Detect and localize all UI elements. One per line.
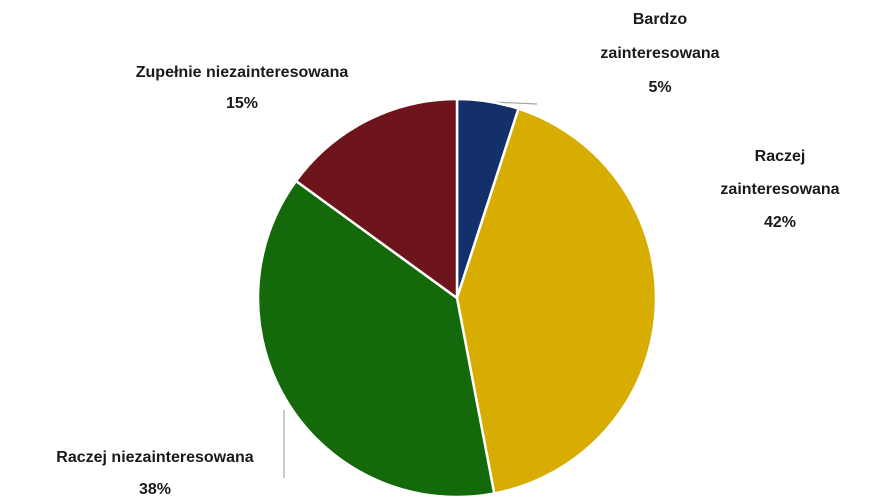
category-label: Zupełnie niezainteresowana [136, 64, 349, 81]
value-label: 15% [226, 95, 258, 112]
value-label: 38% [139, 481, 171, 498]
value-label: 5% [648, 79, 671, 96]
pie-slice [256, 179, 496, 498]
value-label: 42% [764, 214, 796, 231]
category-label: Raczej niezainteresowana [56, 449, 254, 466]
pie-slice [294, 97, 459, 301]
category-label: Raczej zainteresowana [720, 148, 839, 198]
category-label: Bardzo zainteresowana [600, 11, 719, 62]
pie-slice [455, 107, 658, 495]
